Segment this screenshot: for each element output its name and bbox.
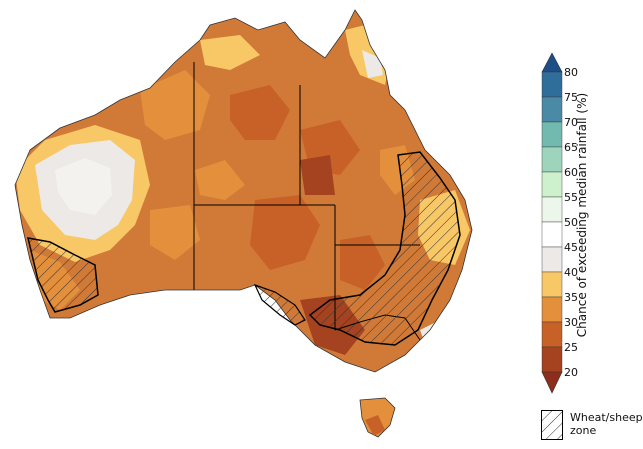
hatch-legend-label: Wheat/sheep zone: [570, 411, 643, 437]
colorbar-tick-25: 25: [564, 341, 578, 354]
colorbar-title-text: Chance of exceeding median rainfall (%): [575, 92, 589, 338]
colorbar-tick-30: 30: [564, 316, 578, 329]
hatch-legend-swatch: [541, 410, 563, 440]
hatch-legend-line2: zone: [570, 424, 597, 437]
colorbar: 80 75 70 65 60 55 50 45 40 35 30 25 20: [530, 48, 620, 403]
colorbar-bottom-arrow: [541, 371, 563, 394]
tasmania-south-patch: [365, 415, 385, 436]
colorbar-title: Chance of exceeding median rainfall (%): [572, 70, 592, 360]
colorbar-tick-35: 35: [564, 291, 578, 304]
colorbar-tick-70: 70: [564, 116, 578, 129]
colorbar-tick-50: 50: [564, 216, 578, 229]
mainland-outline: [14, 9, 473, 373]
colorbar-tick-80: 80: [564, 66, 578, 79]
colorbar-tick-45: 45: [564, 241, 578, 254]
colorbar-tick-40: 40: [564, 266, 578, 279]
wheat-sheep-zone-wa: [27, 237, 99, 313]
colorbar-tick-60: 60: [564, 166, 578, 179]
hatch-legend-line1: Wheat/sheep: [570, 411, 643, 424]
colorbar-tick-75: 75: [564, 91, 578, 104]
wheat-sheep-zone-sa: [253, 283, 306, 326]
colorbar-tick-55: 55: [564, 191, 578, 204]
colorbar-tick-65: 65: [564, 141, 578, 154]
colorbar-top-arrow: [541, 52, 563, 73]
colorbar-swatches: [541, 52, 563, 394]
colorbar-tick-20: 20: [564, 366, 578, 379]
wheat-sheep-zone-east: [308, 151, 461, 346]
